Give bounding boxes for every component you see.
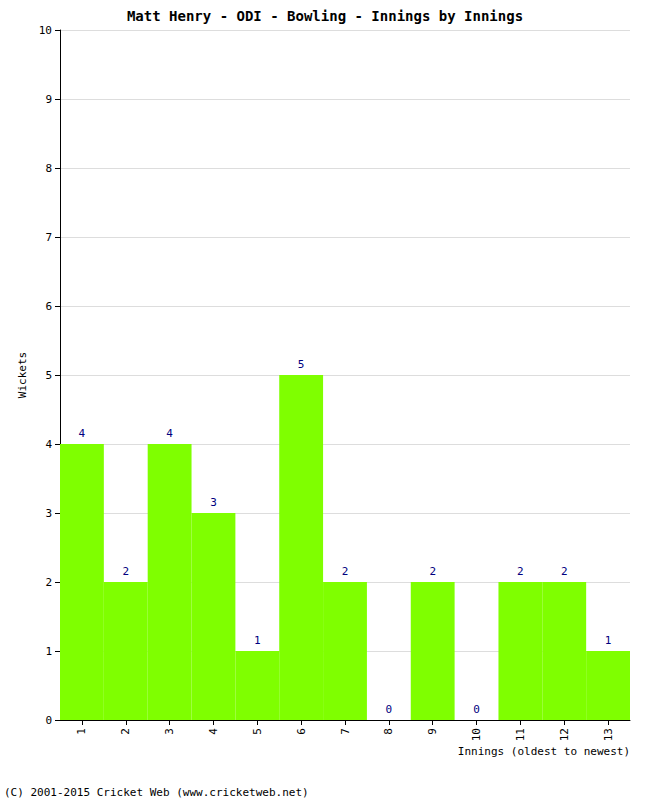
svg-text:Matt Henry - ODI - Bowling - I: Matt Henry - ODI - Bowling - Innings by … xyxy=(127,8,523,24)
svg-text:Wickets: Wickets xyxy=(16,352,29,398)
svg-text:1: 1 xyxy=(605,634,612,647)
svg-text:2: 2 xyxy=(122,565,129,578)
svg-text:5: 5 xyxy=(45,369,52,382)
svg-text:7: 7 xyxy=(45,231,52,244)
svg-text:0: 0 xyxy=(473,703,480,716)
svg-text:0: 0 xyxy=(386,703,393,716)
svg-text:2: 2 xyxy=(119,728,132,735)
svg-text:1: 1 xyxy=(254,634,261,647)
svg-text:5: 5 xyxy=(251,728,264,735)
svg-text:9: 9 xyxy=(426,728,439,735)
svg-text:12: 12 xyxy=(558,728,571,741)
svg-text:(C) 2001-2015 Cricket Web (www: (C) 2001-2015 Cricket Web (www.cricketwe… xyxy=(4,786,309,799)
svg-text:11: 11 xyxy=(514,728,527,741)
svg-text:8: 8 xyxy=(45,162,52,175)
svg-text:2: 2 xyxy=(429,565,436,578)
svg-text:2: 2 xyxy=(561,565,568,578)
svg-text:3: 3 xyxy=(45,507,52,520)
svg-text:10: 10 xyxy=(470,728,483,741)
svg-text:4: 4 xyxy=(79,427,86,440)
svg-text:2: 2 xyxy=(45,576,52,589)
svg-text:1: 1 xyxy=(75,728,88,735)
svg-text:1: 1 xyxy=(45,645,52,658)
svg-text:3: 3 xyxy=(210,496,217,509)
svg-text:6: 6 xyxy=(45,300,52,313)
svg-text:4: 4 xyxy=(166,427,173,440)
svg-text:13: 13 xyxy=(602,728,615,741)
svg-text:6: 6 xyxy=(295,728,308,735)
svg-text:7: 7 xyxy=(339,728,352,735)
svg-text:10: 10 xyxy=(39,24,52,37)
svg-text:2: 2 xyxy=(342,565,349,578)
svg-text:3: 3 xyxy=(163,728,176,735)
svg-text:0: 0 xyxy=(45,714,52,727)
svg-text:4: 4 xyxy=(207,728,220,735)
svg-text:2: 2 xyxy=(517,565,524,578)
svg-text:8: 8 xyxy=(382,728,395,735)
svg-text:9: 9 xyxy=(45,93,52,106)
svg-text:4: 4 xyxy=(45,438,52,451)
svg-text:Innings (oldest to newest): Innings (oldest to newest) xyxy=(458,745,630,758)
svg-text:5: 5 xyxy=(298,358,305,371)
